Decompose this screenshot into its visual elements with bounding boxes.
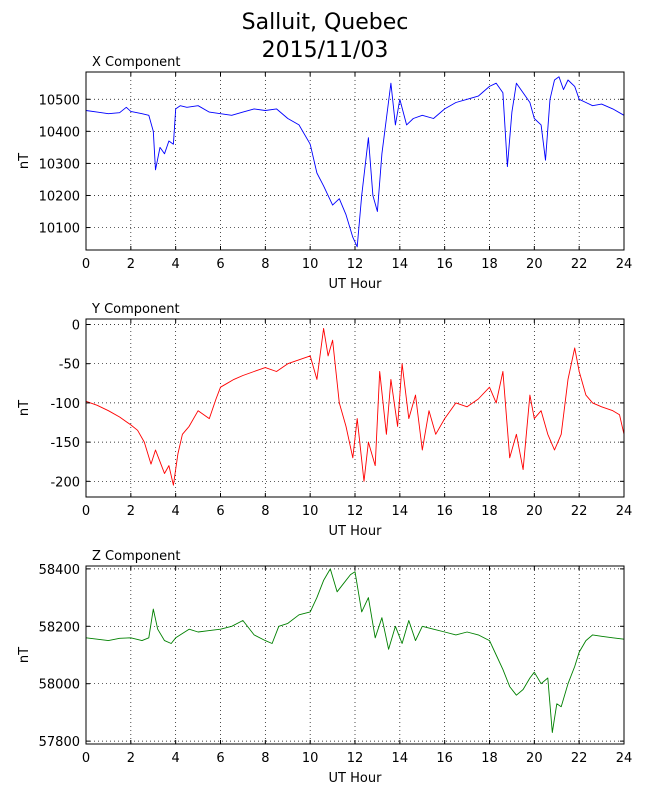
y-tick-label: 57800 (39, 735, 80, 750)
panel-title: Y Component (91, 302, 180, 317)
series-line (85, 568, 625, 733)
y-tick-label: 10300 (39, 157, 80, 172)
x-tick-label: 2 (127, 257, 135, 272)
x-tick-label: 12 (347, 257, 364, 272)
y-tick-label: 58200 (39, 620, 80, 635)
x-tick-label: 18 (481, 257, 498, 272)
panel-title: X Component (92, 55, 181, 70)
x-tick-label: 24 (616, 751, 633, 766)
y-tick-label: -50 (59, 358, 80, 373)
y-tick-label: 0 (72, 318, 80, 333)
x-tick-label: 4 (172, 504, 180, 519)
x-tick-label: 8 (261, 504, 269, 519)
series-line (85, 76, 625, 248)
x-tick-label: 14 (392, 504, 409, 519)
x-tick-label: 14 (392, 257, 409, 272)
x-axis-label: UT Hour (329, 771, 383, 786)
x-tick-label: 20 (526, 257, 543, 272)
x-tick-label: 2 (127, 504, 135, 519)
x-tick-label: 22 (571, 257, 588, 272)
x-tick-label: 24 (616, 504, 633, 519)
y-axis-label: nT (17, 647, 32, 663)
x-tick-label: 10 (302, 257, 319, 272)
panel-title: Z Component (92, 549, 181, 564)
chart-panel-2 (85, 318, 625, 498)
y-tick-label: -200 (50, 475, 80, 490)
x-tick-label: 2 (127, 751, 135, 766)
x-tick-label: 6 (216, 504, 224, 519)
y-tick-label: 10400 (39, 125, 80, 140)
y-axis-label: nT (17, 400, 32, 416)
x-tick-label: 0 (82, 257, 90, 272)
x-tick-label: 0 (82, 504, 90, 519)
chart-panel-3 (85, 565, 625, 745)
y-tick-label: 10500 (39, 93, 80, 108)
x-tick-label: 8 (261, 751, 269, 766)
y-tick-label: 10100 (39, 222, 80, 237)
x-tick-label: 22 (571, 504, 588, 519)
x-tick-label: 16 (436, 504, 453, 519)
x-tick-label: 16 (436, 257, 453, 272)
y-tick-label: 58000 (39, 678, 80, 693)
x-tick-label: 6 (216, 751, 224, 766)
y-tick-label: 58400 (39, 563, 80, 578)
x-tick-label: 18 (481, 504, 498, 519)
x-tick-label: 6 (216, 257, 224, 272)
x-tick-label: 8 (261, 257, 269, 272)
x-tick-label: 14 (392, 751, 409, 766)
y-tick-label: -100 (50, 397, 80, 412)
x-tick-label: 4 (172, 751, 180, 766)
x-tick-label: 24 (616, 257, 633, 272)
y-tick-label: -150 (50, 436, 80, 451)
x-tick-label: 12 (347, 751, 364, 766)
figure-title-line-2: 2015/11/03 (261, 38, 389, 63)
x-tick-label: 18 (481, 751, 498, 766)
y-tick-label: 10200 (39, 189, 80, 204)
x-axis-label: UT Hour (329, 277, 383, 292)
chart-panel-1 (85, 71, 625, 251)
x-tick-label: 16 (436, 751, 453, 766)
x-tick-label: 12 (347, 504, 364, 519)
x-axis-label: UT Hour (329, 524, 383, 539)
x-tick-label: 4 (172, 257, 180, 272)
x-tick-label: 10 (302, 504, 319, 519)
x-tick-label: 22 (571, 751, 588, 766)
x-tick-label: 10 (302, 751, 319, 766)
series-line (85, 327, 625, 486)
x-tick-label: 20 (526, 504, 543, 519)
y-axis-label: nT (17, 153, 32, 169)
x-tick-label: 20 (526, 751, 543, 766)
figure-title-line-1: Salluit, Quebec (241, 10, 409, 35)
x-tick-label: 0 (82, 751, 90, 766)
